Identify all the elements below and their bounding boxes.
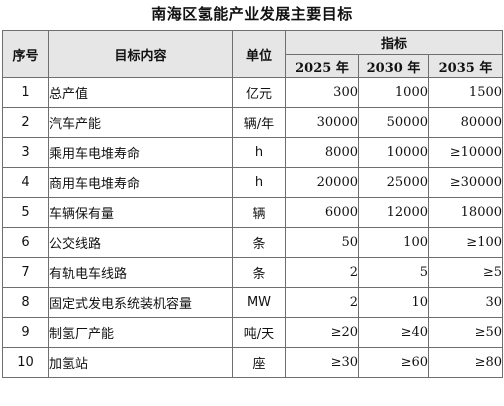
table-row: 3 乘用车电堆寿命 h 8000 10000 ≥10000 — [2, 137, 504, 168]
row-value-2025: 8000 — [285, 137, 359, 168]
row-unit: 吨/天 — [232, 317, 286, 348]
table-title: 南海区氢能产业发展主要目标 — [151, 5, 353, 23]
table-header: 序号 目标内容 单位 指标 2025 年 2030 年 2035 年 — [2, 30, 504, 78]
targets-table: 序号 目标内容 单位 指标 2025 年 2030 年 2035 年 1 总产值… — [2, 30, 504, 378]
header-index: 序号 — [2, 30, 49, 78]
table-row: 2 汽车产能 辆/年 30000 50000 80000 — [2, 107, 504, 138]
header-row-top: 序号 目标内容 单位 指标 — [2, 30, 504, 78]
row-unit: 辆 — [232, 197, 286, 228]
row-value-2025: ≥30 — [285, 347, 359, 378]
table-row: 9 制氢厂产能 吨/天 ≥20 ≥40 ≥50 — [2, 317, 504, 348]
header-year-2035: 2035 年 — [427, 54, 504, 78]
row-item: 乘用车电堆寿命 — [48, 137, 233, 168]
table-row: 5 车辆保有量 辆 6000 12000 18000 — [2, 197, 504, 228]
row-item: 固定式发电系统装机容量 — [48, 287, 233, 318]
row-index: 10 — [2, 347, 49, 378]
row-item: 有轨电车线路 — [48, 257, 233, 288]
header-row-years: 2025 年 2030 年 2035 年 — [3, 54, 504, 78]
table-row: 6 公交线路 条 50 100 ≥100 — [2, 227, 504, 258]
row-value-2030: 100 — [358, 227, 429, 258]
header-year-2030: 2030 年 — [358, 54, 429, 78]
row-index: 2 — [2, 107, 49, 138]
row-unit: h — [232, 167, 286, 198]
row-item: 商用车电堆寿命 — [48, 167, 233, 198]
row-item: 汽车产能 — [48, 107, 233, 138]
row-value-2030: 10000 — [358, 137, 429, 168]
table-row: 8 固定式发电系统装机容量 MW 2 10 30 — [2, 287, 504, 318]
row-unit: 辆/年 — [232, 107, 286, 138]
row-unit: 条 — [232, 227, 286, 258]
table-row: 4 商用车电堆寿命 h 20000 25000 ≥30000 — [2, 167, 504, 198]
row-value-2035: ≥50 — [427, 317, 504, 348]
row-value-2025: 20000 — [285, 167, 359, 198]
row-index: 8 — [2, 287, 49, 318]
row-unit: 条 — [232, 257, 286, 288]
row-value-2035: 80000 — [427, 107, 504, 138]
row-value-2035: ≥30000 — [427, 167, 504, 198]
header-indicator: 指标 — [284, 30, 504, 55]
row-unit: MW — [232, 287, 286, 318]
row-value-2025: 2 — [285, 287, 359, 318]
row-item: 加氢站 — [48, 347, 233, 378]
row-value-2030: 25000 — [358, 167, 429, 198]
row-value-2030: ≥60 — [358, 347, 429, 378]
row-value-2025: ≥20 — [285, 317, 359, 348]
row-value-2030: 50000 — [358, 107, 429, 138]
row-unit: 座 — [232, 347, 286, 378]
header-unit: 单位 — [232, 30, 286, 78]
row-unit: h — [232, 137, 286, 168]
row-value-2025: 6000 — [285, 197, 359, 228]
row-value-2030: ≥40 — [358, 317, 429, 348]
row-unit: 亿元 — [232, 77, 286, 108]
table-row: 10 加氢站 座 ≥30 ≥60 ≥80 — [2, 347, 504, 378]
row-index: 4 — [2, 167, 49, 198]
row-item: 制氢厂产能 — [48, 317, 233, 348]
row-value-2025: 300 — [285, 77, 359, 108]
row-value-2035: 18000 — [427, 197, 504, 228]
row-value-2030: 5 — [358, 257, 429, 288]
header-year-2025: 2025 年 — [285, 54, 359, 78]
row-value-2030: 10 — [358, 287, 429, 318]
row-value-2035: 1500 — [427, 77, 504, 108]
row-index: 7 — [2, 257, 49, 288]
row-value-2025: 50 — [285, 227, 359, 258]
table-row: 1 总产值 亿元 300 1000 1500 — [2, 77, 504, 108]
row-value-2035: ≥5 — [427, 257, 504, 288]
row-value-2035: 30 — [427, 287, 504, 318]
row-value-2035: ≥100 — [427, 227, 504, 258]
table-row: 7 有轨电车线路 条 2 5 ≥5 — [2, 257, 504, 288]
row-value-2030: 1000 — [358, 77, 429, 108]
row-value-2025: 2 — [285, 257, 359, 288]
row-index: 3 — [2, 137, 49, 168]
row-item: 车辆保有量 — [48, 197, 233, 228]
row-value-2035: ≥80 — [427, 347, 504, 378]
table-body: 1 总产值 亿元 300 1000 1500 2 汽车产能 辆/年 30000 … — [2, 77, 504, 378]
row-index: 9 — [2, 317, 49, 348]
row-index: 5 — [2, 197, 49, 228]
row-value-2035: ≥10000 — [427, 137, 504, 168]
row-item: 公交线路 — [48, 227, 233, 258]
row-value-2025: 30000 — [285, 107, 359, 138]
header-item: 目标内容 — [48, 30, 233, 78]
row-value-2030: 12000 — [358, 197, 429, 228]
row-index: 1 — [2, 77, 49, 108]
row-item: 总产值 — [48, 77, 233, 108]
row-index: 6 — [2, 227, 49, 258]
